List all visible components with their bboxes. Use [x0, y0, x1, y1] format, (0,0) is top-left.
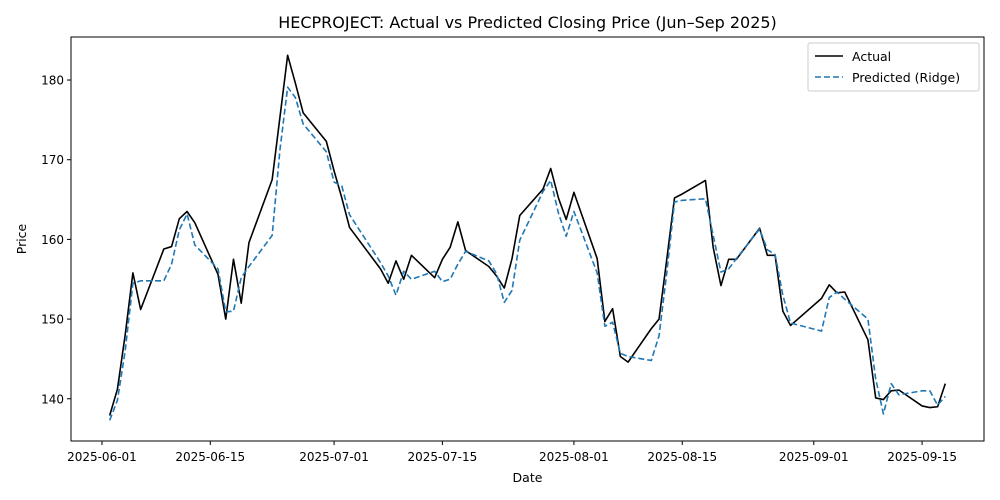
y-axis: 140 150 160 170 180: [41, 74, 71, 406]
x-tick-label: 2025-06-01: [67, 450, 137, 464]
legend-label-predicted: Predicted (Ridge): [852, 70, 960, 85]
series-group: [108, 54, 947, 421]
x-tick-label: 2025-09-01: [779, 450, 849, 464]
plot-area: [70, 36, 985, 442]
legend-frame: [807, 42, 980, 92]
x-axis-label: Date: [513, 470, 543, 485]
y-tick-label: 140: [41, 392, 64, 406]
series-line-actual: [108, 54, 947, 416]
series-line-predicted: [108, 86, 946, 421]
y-axis-label: Price: [14, 223, 29, 254]
chart-title: HECPROJECT: Actual vs Predicted Closing …: [278, 13, 777, 32]
y-tick-label: 180: [41, 74, 64, 88]
x-tick-label: 2025-06-15: [175, 450, 245, 464]
x-tick-label: 2025-07-01: [299, 450, 369, 464]
x-tick-label: 2025-08-01: [539, 450, 609, 464]
legend-label-actual: Actual: [852, 49, 891, 64]
x-axis: 2025-06-01 2025-06-15 2025-07-01 2025-07-15…: [67, 441, 957, 464]
y-tick-label: 160: [41, 233, 64, 247]
y-tick-label: 150: [41, 313, 64, 327]
x-tick-label: 2025-09-15: [887, 450, 957, 464]
legend: Actual Predicted (Ridge): [807, 42, 980, 92]
x-tick-label: 2025-07-15: [408, 450, 478, 464]
y-tick-label: 170: [41, 153, 64, 167]
x-tick-label: 2025-08-15: [647, 450, 717, 464]
